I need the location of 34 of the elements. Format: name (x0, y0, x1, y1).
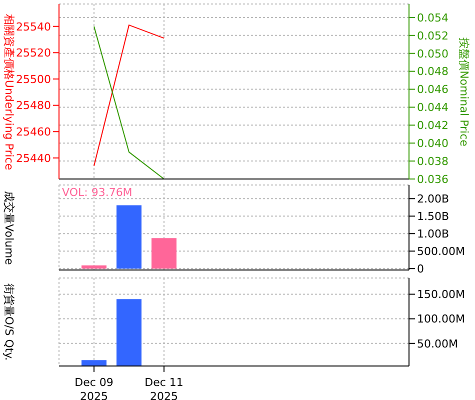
y-tick-label: 25480 (16, 99, 51, 112)
y-axis-title: 相關資產價格Underlying Price (2, 13, 16, 170)
y-tick-label: 1.50B (417, 210, 450, 224)
y2-tick-label: 0.044 (417, 101, 448, 114)
y2-tick-label: 0.042 (417, 119, 448, 132)
y2-tick-label: 0.038 (417, 154, 448, 168)
y2-tick-label: 0.048 (417, 65, 448, 78)
y-tick-label: 100.00M (417, 312, 465, 326)
y2-tick-label: 0.036 (417, 172, 448, 186)
y-tick-label: 25540 (16, 20, 51, 34)
y-tick-label: 2.00B (417, 192, 450, 206)
bar (116, 205, 142, 269)
x-tick-label: Dec 09 2025 (74, 376, 114, 400)
x-tick-label: Dec 11 2025 (144, 376, 184, 400)
y2-axis-title: 按盤價Nominal Price (458, 37, 470, 146)
y-tick-label: 25500 (16, 72, 51, 86)
y2-tick-label: 0.052 (417, 29, 448, 42)
bar (152, 238, 176, 269)
y-axis-title: 成交量Volume (2, 190, 16, 264)
y-tick-label: 0 (417, 262, 424, 276)
y-tick-label: 25440 (16, 152, 51, 165)
y-tick-label: 25520 (16, 46, 51, 60)
y-tick-label: 50.00M (417, 337, 458, 350)
y2-tick-label: 0.040 (417, 137, 448, 150)
annotation: VOL: 93.76M (62, 186, 132, 199)
y-axis-title: 街貨量O/S Qty. (2, 283, 16, 361)
y-tick-label: 1.00B (417, 228, 450, 241)
y2-tick-label: 0.046 (417, 83, 448, 96)
y-tick-label: 150.00M (417, 288, 465, 302)
bar (82, 265, 106, 269)
y-tick-label: 25460 (16, 126, 51, 139)
y2-tick-label: 0.050 (417, 47, 448, 60)
y-tick-label: 500.00M (417, 245, 465, 258)
y2-tick-label: 0.054 (417, 11, 448, 24)
